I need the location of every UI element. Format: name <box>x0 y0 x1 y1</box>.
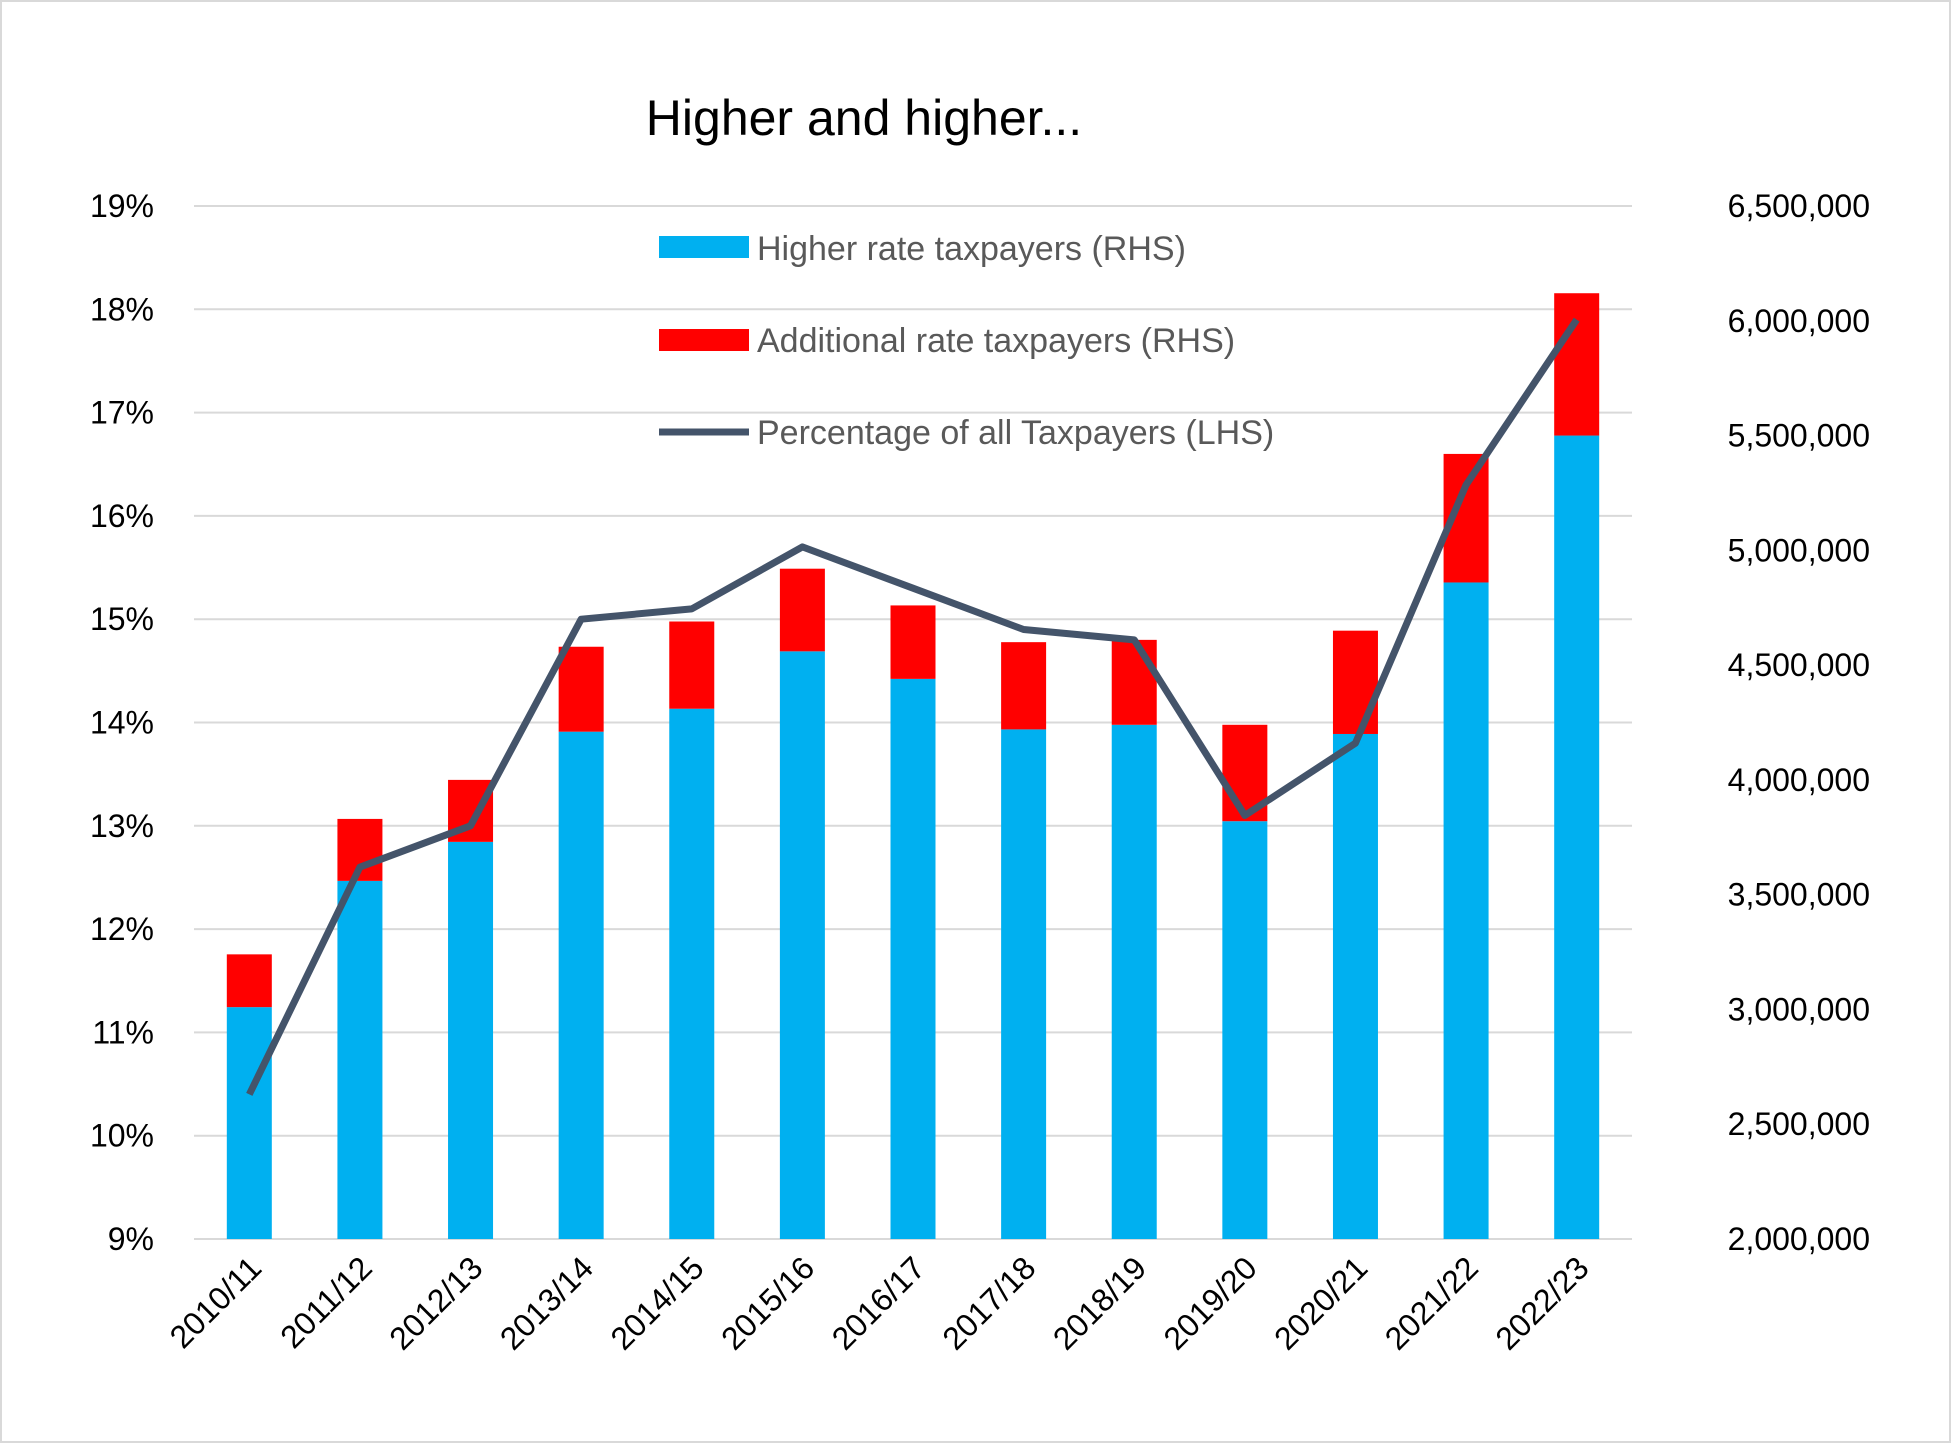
x-tick-label: 2012/13 <box>382 1249 489 1356</box>
y-right-tick-label: 6,500,000 <box>1728 188 1870 224</box>
x-tick-label: 2010/11 <box>163 1249 269 1355</box>
y-left-tick-label: 15% <box>90 601 154 637</box>
bar-additional-rate <box>669 621 715 709</box>
y-left-tick-label: 9% <box>108 1221 154 1257</box>
bar-higher-rate <box>558 731 604 1239</box>
bar-additional-rate <box>226 954 272 1008</box>
x-tick-label: 2022/23 <box>1488 1249 1595 1356</box>
x-tick-label: 2021/22 <box>1378 1249 1485 1356</box>
x-tick-label: 2019/20 <box>1157 1249 1264 1356</box>
y-left-tick-label: 18% <box>90 291 154 327</box>
line-percentage <box>246 317 1580 1096</box>
bar-higher-rate <box>448 841 494 1239</box>
y-left-tick-label: 13% <box>90 808 154 844</box>
y-left-tick-label: 19% <box>90 188 154 224</box>
legend: Higher rate taxpayers (RHS) Additional r… <box>659 230 1274 452</box>
legend-swatch-additional-rate <box>659 329 749 351</box>
bar-higher-rate <box>890 678 936 1239</box>
bar-higher-rate <box>779 651 825 1239</box>
line-series <box>246 317 1580 1096</box>
legend-label-percentage: Percentage of all Taxpayers (LHS) <box>757 414 1274 452</box>
bar-higher-rate <box>1001 729 1047 1239</box>
y-left-tick-label: 17% <box>90 395 154 431</box>
legend-swatch-higher-rate <box>659 236 749 258</box>
bar-additional-rate <box>1554 293 1600 436</box>
y-right-tick-label: 5,000,000 <box>1728 532 1870 568</box>
y-left-tick-label: 14% <box>90 705 154 741</box>
y-left-tick-label: 11% <box>92 1014 154 1050</box>
y-right-tick-label: 3,000,000 <box>1728 991 1870 1027</box>
x-axis: 2010/11 2011/12 2012/13 2013/14 2014/15 2015/… <box>163 1249 1596 1356</box>
bar-higher-rate <box>226 1007 272 1239</box>
x-tick-label: 2011/12 <box>273 1249 379 1355</box>
bars <box>226 293 1600 1239</box>
x-tick-label: 2013/14 <box>493 1249 600 1356</box>
x-tick-label: 2018/19 <box>1046 1249 1153 1356</box>
bar-higher-rate <box>1443 582 1489 1239</box>
bar-higher-rate <box>1222 821 1268 1239</box>
x-tick-label: 2017/18 <box>935 1249 1042 1356</box>
x-tick-label: 2015/16 <box>714 1249 821 1356</box>
bar-additional-rate <box>1332 630 1378 734</box>
bar-higher-rate <box>1554 435 1600 1239</box>
bar-additional-rate <box>1111 639 1157 725</box>
y-left-tick-label: 12% <box>90 911 154 947</box>
y-right-tick-label: 5,500,000 <box>1728 418 1870 454</box>
x-tick-label: 2014/15 <box>603 1249 710 1356</box>
y-axis-right: 2,000,000 2,500,000 3,000,000 3,500,000 4,00… <box>1728 188 1870 1257</box>
legend-label-higher-rate: Higher rate taxpayers (RHS) <box>757 230 1186 268</box>
bar-additional-rate <box>558 646 604 732</box>
bar-higher-rate <box>337 880 383 1239</box>
y-right-tick-label: 4,000,000 <box>1728 762 1870 798</box>
bar-additional-rate <box>779 568 825 652</box>
x-tick-label: 2020/21 <box>1267 1249 1374 1356</box>
bar-additional-rate <box>890 605 936 679</box>
y-right-tick-label: 4,500,000 <box>1728 647 1870 683</box>
legend-label-additional-rate: Additional rate taxpayers (RHS) <box>757 322 1235 360</box>
y-right-tick-label: 6,000,000 <box>1728 303 1870 339</box>
y-right-tick-label: 2,500,000 <box>1728 1106 1870 1142</box>
y-left-tick-label: 16% <box>90 498 154 534</box>
y-right-tick-label: 2,000,000 <box>1728 1221 1870 1257</box>
y-axis-left: 9% 10% 11% 12% 13% 14% 15% 16% 17% 18% 19% <box>90 188 154 1257</box>
x-tick-label: 2016/17 <box>825 1249 932 1356</box>
bar-higher-rate <box>1332 733 1378 1239</box>
bar-higher-rate <box>669 708 715 1239</box>
chart-title: Higher and higher... <box>646 90 1082 146</box>
y-right-tick-label: 3,500,000 <box>1728 877 1870 913</box>
bar-higher-rate <box>1111 724 1157 1239</box>
y-left-tick-label: 10% <box>90 1118 154 1154</box>
bar-additional-rate <box>1001 642 1047 730</box>
